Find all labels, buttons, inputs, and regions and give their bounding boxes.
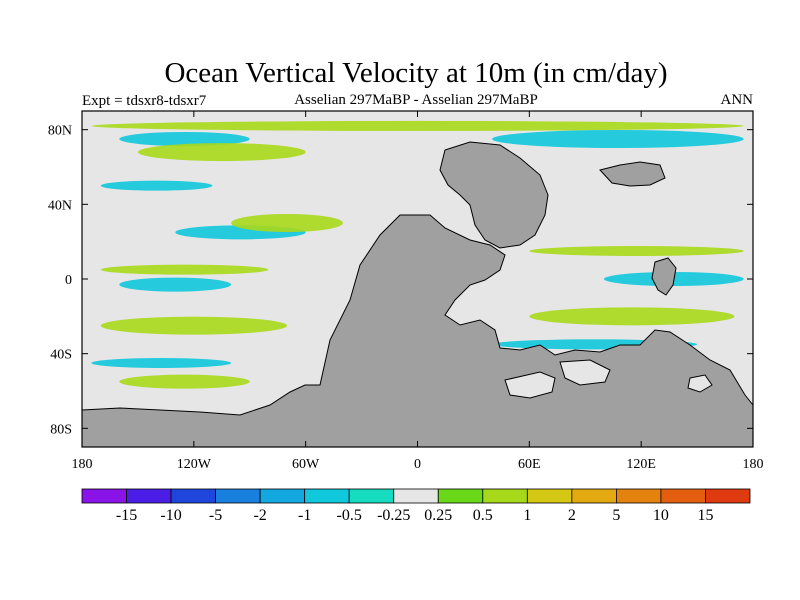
colorbar-label: -0.25: [377, 507, 410, 524]
colorbar-swatch: [170, 488, 216, 504]
x-tick-label: 180: [743, 457, 764, 472]
colorbar-label: -0.5: [337, 507, 362, 524]
land-pangaea-main: [82, 214, 753, 447]
velocity-feature-band-north-pacific: [100, 180, 213, 191]
land-masses: [82, 141, 753, 447]
velocity-feature-band-south-cyan: [91, 358, 232, 368]
colorbar-swatch: [437, 488, 484, 504]
subtitle-left: Expt = tdsxr8-tdsxr7: [82, 93, 207, 109]
chart-title: Ocean Vertical Velocity at 10m (in cm/da…: [164, 57, 667, 89]
y-tick-label: 80S: [50, 422, 72, 437]
subtitle-center: Asselian 297MaBP - Asselian 297MaBP: [294, 92, 538, 108]
colorbar-label: 5: [612, 507, 620, 524]
velocity-feature-band-south-green-2: [119, 374, 250, 389]
x-tick-label: 60W: [292, 457, 320, 472]
y-tick-label: 0: [65, 273, 72, 288]
colorbar-label: -2: [253, 507, 266, 524]
velocity-feature-band-north-upwelling: [119, 132, 250, 146]
y-tick-label: 40N: [48, 198, 72, 213]
land-siberia: [599, 161, 666, 187]
map-area: [82, 111, 753, 447]
velocity-feature-band-east-tropics: [529, 246, 744, 256]
colorbar-swatch: [348, 488, 395, 504]
colorbar-swatch: [393, 488, 439, 504]
y-axis: 80N 40N 0 40S 80S: [48, 124, 753, 437]
colorbar-label: -15: [116, 507, 137, 524]
land-south-pocket: [504, 371, 556, 399]
colorbar-swatch: [81, 488, 127, 504]
colorbar-label: -1: [298, 507, 311, 524]
velocity-feature-band-east-north: [492, 130, 744, 148]
colorbar-swatch: [259, 488, 306, 504]
colorbar-label: 0.5: [473, 507, 493, 524]
velocity-feature-band-south-green: [100, 316, 288, 335]
colorbar-swatch: [126, 488, 172, 504]
colorbar: -15 -10 -5 -2 -1 -0.5 -0.25 0.25 0.5 1 2 5 10 15: [81, 488, 751, 524]
x-tick-label: 180: [72, 457, 93, 472]
land-lake-south: [559, 359, 611, 386]
x-tick-label: 120E: [626, 457, 656, 472]
colorbar-swatch: [616, 488, 662, 504]
colorbar-label: 10: [653, 507, 669, 524]
colorbar-label: -5: [209, 507, 222, 524]
land-north-block: [439, 141, 549, 249]
colorbar-swatch: [304, 488, 350, 504]
colorbar-swatch: [705, 488, 751, 504]
velocity-feature-band-equator-cyan: [119, 277, 232, 292]
colorbar-swatch: [660, 488, 706, 504]
velocity-feature-band-north-downwelling: [137, 143, 306, 162]
velocity-feature-band-equator-green: [100, 264, 269, 275]
x-tick-label: 0: [414, 457, 421, 472]
land-lake-east: [687, 374, 713, 393]
colorbar-label: 1: [523, 507, 531, 524]
colorbar-label: -10: [160, 507, 181, 524]
colorbar-label: 2: [568, 507, 576, 524]
colorbar-label: 0.25: [424, 507, 452, 524]
x-tick-label: 120W: [177, 457, 212, 472]
subtitle-right: ANN: [721, 92, 754, 108]
land-east-island: [651, 257, 677, 296]
velocity-feature-zonal-band-north: [91, 120, 744, 131]
x-axis: 180 120W 60W 0 60E 120E 180: [72, 111, 764, 472]
x-tick-label: 60E: [518, 457, 541, 472]
velocity-feature-band-east-south: [529, 307, 735, 326]
y-tick-label: 40S: [50, 348, 72, 363]
velocity-feature-band-mid-north-green: [231, 214, 343, 232]
velocity-features: [91, 120, 744, 389]
y-tick-label: 80N: [48, 124, 72, 139]
colorbar-swatch: [482, 488, 528, 504]
colorbar-swatch: [571, 488, 617, 504]
colorbar-swatch: [215, 488, 261, 504]
colorbar-swatch: [526, 488, 573, 504]
colorbar-label: 15: [697, 507, 713, 524]
